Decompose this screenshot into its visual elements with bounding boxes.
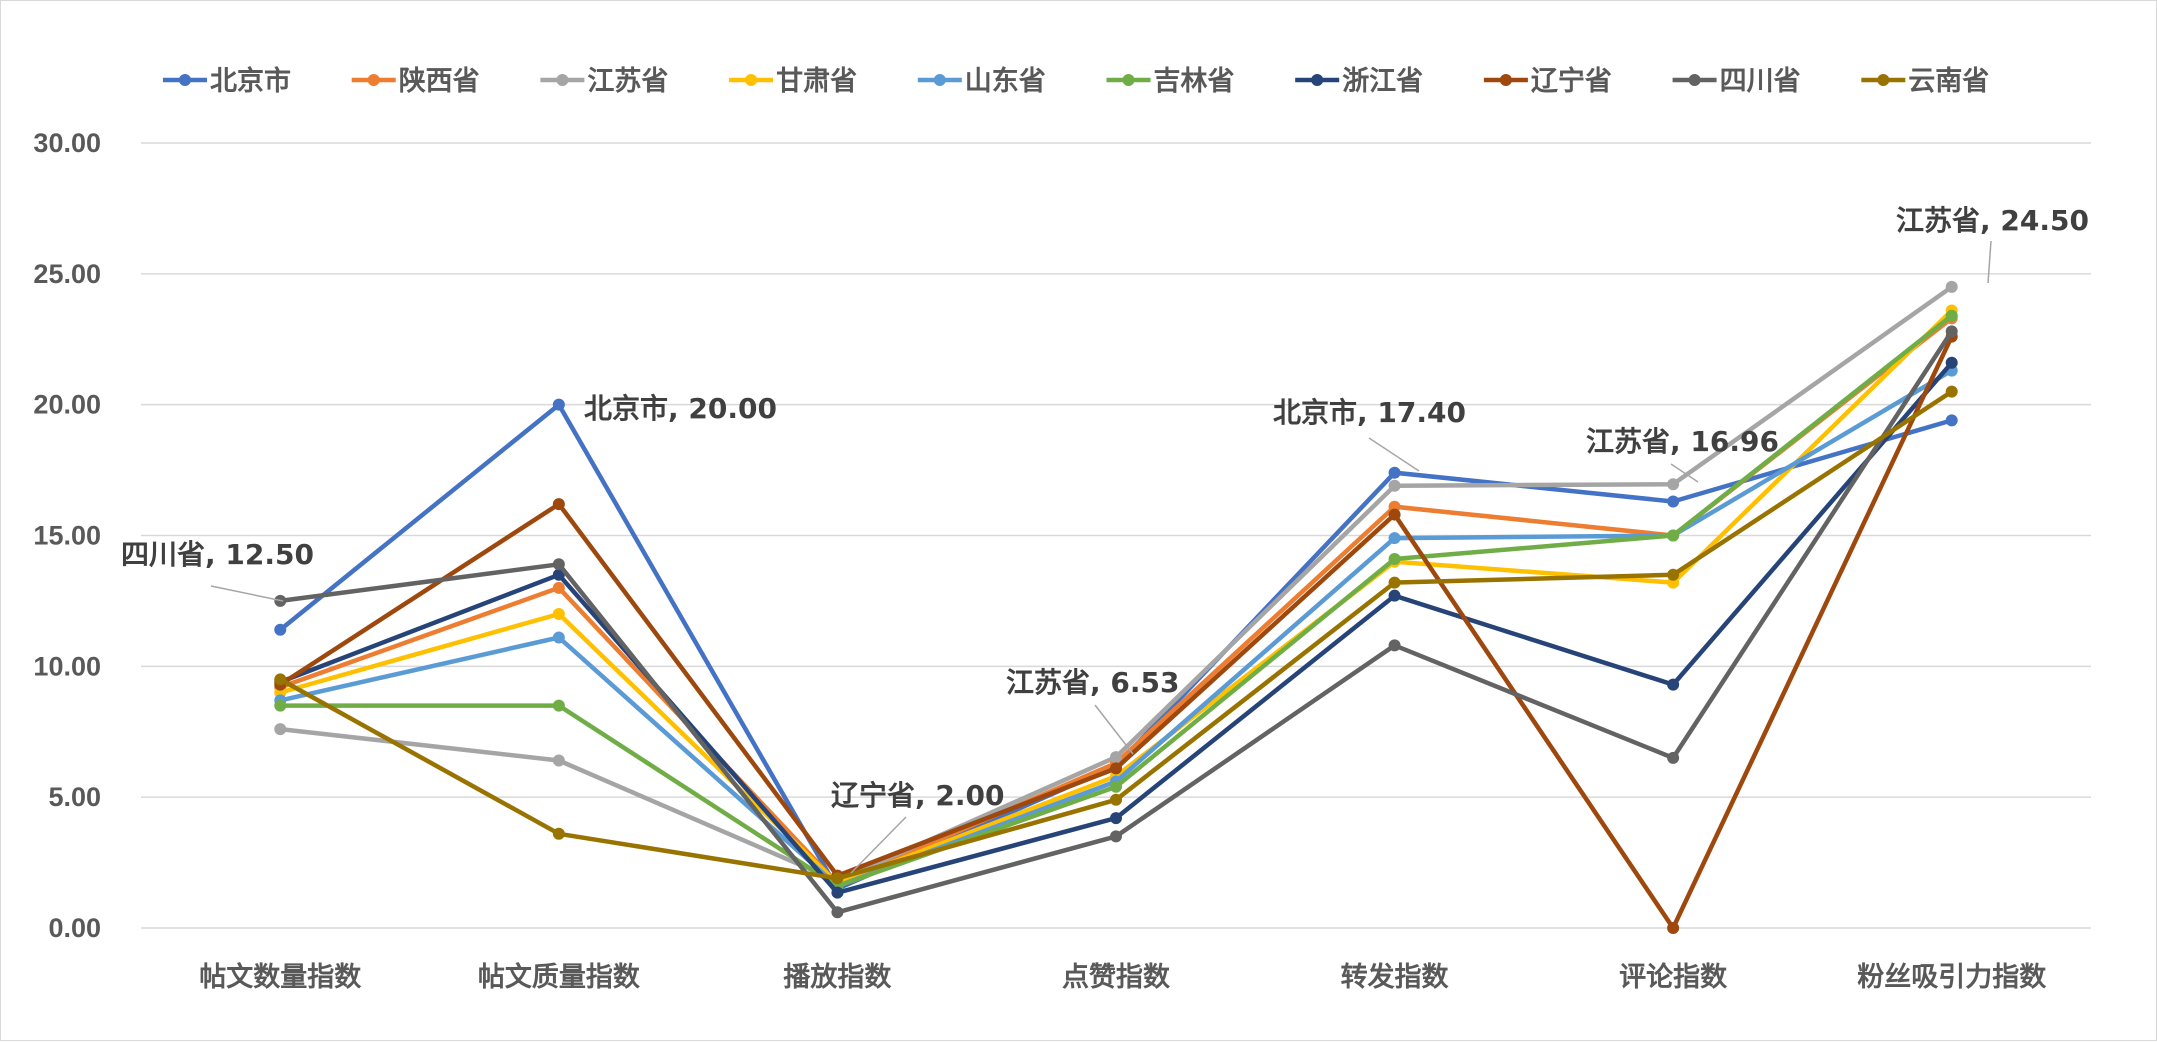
legend-label: 辽宁省 [1531, 65, 1612, 97]
x-tick-label: 播放指数 [783, 961, 892, 993]
legend-marker [179, 74, 191, 86]
data-point [1110, 762, 1122, 775]
legend-marker [1122, 74, 1135, 86]
data-point [1945, 356, 1958, 369]
data-label: 北京市, 17.40 [1273, 396, 1466, 429]
legend-marker [1499, 74, 1512, 86]
data-point [552, 581, 565, 594]
data-point [1667, 568, 1680, 581]
data-point [1667, 478, 1680, 491]
y-tick-label: 25.00 [33, 259, 101, 289]
annotation-leader-line [1368, 437, 1420, 472]
legend-marker [1688, 74, 1701, 86]
legend-label: 北京市 [210, 65, 291, 97]
legend: 北京市 陕西省 江苏省 甘肃省 山东省 吉林省 浙江省 辽宁省 四川省 云南省 [163, 65, 1989, 97]
annotation-leader-line [1094, 704, 1134, 755]
data-point [1110, 812, 1122, 825]
data-point [274, 673, 287, 686]
data-point [831, 872, 844, 885]
legend-label: 江苏省 [587, 66, 668, 97]
data-label: 辽宁省, 2.00 [831, 779, 1004, 812]
data-point [552, 754, 565, 767]
data-point [274, 699, 287, 712]
x-tick-label: 转发指数 [1341, 961, 1450, 993]
annotation-leader-line [850, 816, 907, 874]
annotation-leader-line [1670, 463, 1699, 483]
data-point [831, 886, 844, 899]
x-tick-label: 帖文数量指数 [199, 961, 362, 993]
data-point [1945, 325, 1958, 338]
series-group [274, 280, 1958, 934]
data-point [552, 699, 565, 712]
data-point [1945, 309, 1958, 322]
data-point [274, 723, 287, 736]
data-point [1388, 479, 1401, 492]
x-tick-label: 评论指数 [1619, 962, 1728, 993]
data-point [1667, 922, 1680, 934]
data-point [831, 906, 844, 919]
data-point [552, 608, 565, 620]
data-label: 江苏省, 6.53 [1006, 666, 1179, 699]
legend-label: 浙江省 [1342, 66, 1423, 97]
data-point [1388, 639, 1401, 652]
x-axis: 帖文数量指数 帖文质量指数 播放指数 点赞指数 转发指数 评论指数 粉丝吸引力指数 [199, 961, 2047, 993]
data-point [552, 558, 565, 571]
x-tick-label: 点赞指数 [1062, 962, 1171, 993]
data-point [1667, 751, 1680, 764]
data-point [1110, 830, 1122, 843]
data-point [1388, 532, 1401, 545]
data-point [1667, 495, 1680, 508]
legend-label: 吉林省 [1154, 66, 1235, 97]
data-point [1667, 529, 1680, 542]
legend-marker [367, 74, 380, 86]
data-point [1110, 751, 1122, 764]
data-point [1388, 553, 1401, 566]
legend-marker [556, 74, 569, 86]
data-label: 江苏省, 16.96 [1586, 425, 1779, 458]
y-tick-label: 15.00 [33, 521, 101, 551]
y-tick-label: 30.00 [33, 128, 101, 158]
annotations: 四川省, 12.50 北京市, 20.00 辽宁省, 2.00 江苏省, 6.53 北京… [121, 204, 2089, 874]
data-point [1945, 385, 1958, 398]
x-tick-label: 帖文质量指数 [478, 961, 641, 993]
y-tick-label: 5.00 [48, 782, 101, 812]
data-label: 北京市, 20.00 [584, 392, 777, 425]
y-tick-label: 0.00 [48, 913, 101, 943]
data-point [1388, 466, 1401, 479]
data-point [1945, 414, 1958, 427]
x-tick-label: 粉丝吸引力指数 [1857, 962, 2047, 993]
legend-marker [1311, 74, 1324, 86]
y-gridlines: 0.00 5.00 10.00 15.00 20.00 25.00 30.00 [33, 128, 2091, 943]
annotation-leader-line [1987, 240, 1992, 284]
data-point [552, 568, 565, 581]
data-point [552, 631, 565, 644]
data-point [1110, 793, 1122, 806]
data-label: 江苏省, 24.50 [1896, 204, 2089, 237]
data-point [1945, 280, 1958, 293]
data-point [552, 827, 565, 840]
data-point [552, 398, 565, 411]
legend-label: 四川省 [1720, 66, 1801, 97]
data-point [1388, 589, 1401, 602]
y-tick-label: 20.00 [33, 390, 101, 420]
data-point [1388, 508, 1401, 521]
legend-marker [745, 74, 758, 86]
legend-label: 云南省 [1908, 66, 1989, 97]
data-label: 四川省, 12.50 [121, 538, 314, 571]
y-tick-label: 10.00 [33, 651, 101, 681]
legend-label: 甘肃省 [776, 66, 857, 97]
data-point [1388, 576, 1401, 589]
data-point [274, 623, 287, 636]
data-point [1667, 678, 1680, 691]
legend-label: 山东省 [965, 65, 1046, 97]
legend-label: 陕西省 [399, 66, 480, 97]
data-point [1110, 780, 1122, 793]
data-point [552, 498, 565, 511]
legend-marker [1877, 74, 1890, 86]
legend-marker [933, 74, 946, 86]
annotation-leader-line [210, 585, 284, 602]
